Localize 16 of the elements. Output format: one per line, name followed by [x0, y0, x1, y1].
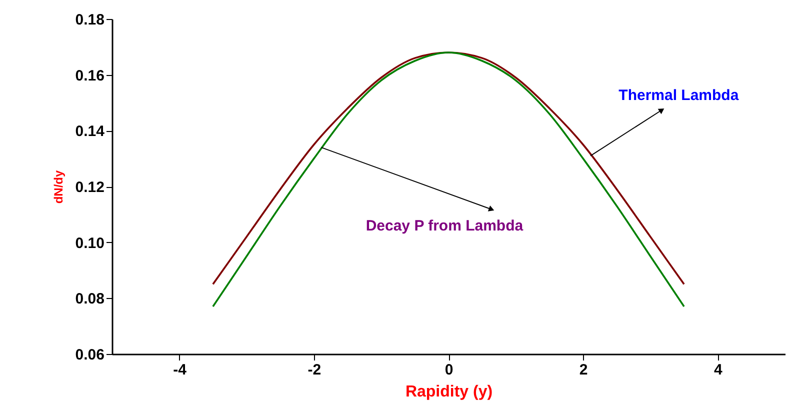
x-tick-label: -4 — [173, 362, 188, 378]
y-tick-label: 0.06 — [75, 346, 104, 364]
x-tick-label: 0 — [444, 362, 454, 378]
y-tick-label: 0.12 — [75, 179, 104, 196]
annotation: Thermal Lambda — [618, 86, 740, 104]
x-tick-label: -2 — [308, 362, 322, 378]
x-axis-title: Rapidity (y) — [405, 384, 493, 400]
x-tick-label: 2 — [579, 362, 588, 378]
y-tick-label: 0.08 — [75, 290, 104, 308]
y-tick-label: 0.10 — [75, 234, 104, 252]
y-tick-label: 0.16 — [75, 67, 104, 84]
y-axis-title: dN/dy — [51, 170, 66, 204]
annotation: Decay P from Lambda — [366, 218, 524, 235]
x-tick-label: 4 — [714, 362, 724, 378]
y-tick-label: 0.14 — [75, 123, 106, 140]
y-tick-label: 0.18 — [75, 12, 104, 28]
